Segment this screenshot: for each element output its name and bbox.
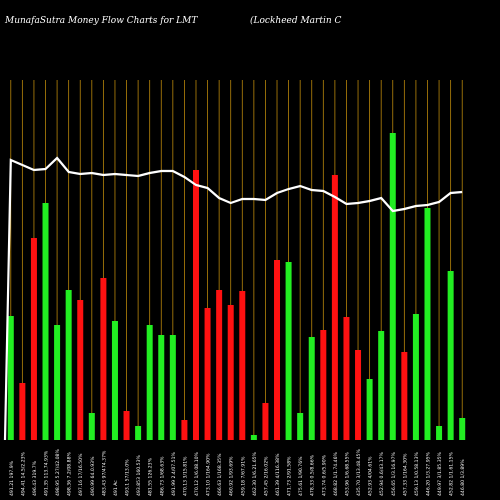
x-tick-label: 498.95 5.27/42.08%	[55, 449, 61, 496]
x-tick-label: 457.45 2/16.02%	[263, 456, 269, 496]
money-flow-bar	[401, 352, 408, 440]
x-tick-label: 446.20 1/3.27.95%	[425, 451, 431, 496]
money-flow-bar	[424, 208, 431, 440]
x-tick-label: 452.82 1/1.61.15%	[449, 451, 455, 496]
x-tick-label: 460.92 1/93.69%	[229, 456, 235, 496]
money-flow-bar	[204, 308, 211, 440]
money-flow-bar	[135, 426, 142, 440]
money-flow-bar	[308, 337, 315, 440]
x-tick-label: 449.97 3/1.85.35%	[437, 451, 443, 496]
money-flow-bar	[65, 290, 72, 440]
x-tick-label: 478.33 0.5/8.66%	[310, 454, 316, 496]
x-tick-label: 456.65 1/3.16.97%	[391, 451, 397, 496]
x-tick-label: 493.853 160.53%	[136, 454, 142, 496]
x-tick-label: 462.30 1/6.21.65%	[252, 451, 258, 496]
x-tick-label: 494.41 14.5/2.23%	[20, 451, 26, 496]
money-flow-bar	[169, 335, 176, 440]
money-flow-bar	[274, 260, 281, 440]
money-flow-bar	[216, 290, 223, 440]
x-tick-label: 491 Ac	[113, 480, 119, 496]
money-flow-bar	[297, 413, 304, 440]
x-tick-label: 491.35 113.74.93%	[44, 450, 50, 496]
money-flow-bar	[389, 133, 396, 440]
money-flow-bar	[436, 426, 443, 440]
x-tick-label: 483.43 97/474.37%	[101, 450, 107, 496]
money-flow-bar	[181, 420, 188, 440]
x-tick-label: 475.61 1/90.76%	[298, 456, 304, 496]
money-flow-bar	[412, 314, 419, 440]
x-tick-label: 491.21 197.9%	[9, 460, 15, 496]
money-flow-bar	[331, 175, 338, 440]
x-tick-label: 470.12 1/6.08.10%	[194, 451, 200, 496]
x-tick-label: 491.99 2.4/07.51%	[171, 451, 177, 496]
x-tick-label: 452.94 0.6/43.17%	[379, 451, 385, 496]
money-flow-bar	[30, 238, 37, 440]
money-flow-bar	[378, 331, 385, 440]
money-flow-bar	[7, 316, 14, 440]
x-tick-label: 470.13 3/15.81%	[182, 456, 188, 496]
x-tick-label: 435.70 3/13.48.45%	[356, 449, 362, 496]
x-tick-label: 468.82 1/1.74.46%	[333, 451, 339, 496]
x-tick-label: 481.55 126.23%	[148, 457, 154, 496]
x-tick-label: 497.16 17/16.50%	[78, 453, 84, 496]
money-flow-bar	[250, 435, 257, 440]
company-name: (Lockheed Martin C	[250, 16, 342, 26]
money-flow-bar	[123, 411, 130, 440]
x-tick-label: 459.18 7/67.91%	[240, 456, 246, 496]
x-tick-label: 473.74 0.6/5.90%	[321, 454, 327, 496]
money-flow-bar	[320, 330, 327, 440]
money-flow-bar	[88, 413, 95, 440]
x-tick-label: 496.43 319.7%	[32, 460, 38, 496]
money-flow-bar	[42, 203, 49, 440]
x-tick-label: 486.73 1/68.63%	[159, 456, 165, 496]
money-flow-bar	[158, 335, 165, 440]
money-flow-bar	[366, 379, 373, 440]
money-flow-bar	[227, 305, 234, 440]
x-tick-label: 490.99 64.0.93%	[90, 456, 96, 496]
money-flow-bar	[459, 418, 466, 440]
x-tick-label: 498.36 7.2/08.88%	[67, 451, 73, 496]
money-flow-bar	[285, 262, 292, 440]
money-flow-bar	[355, 350, 362, 440]
x-tick-label: 473.10 1/164.90%	[206, 453, 212, 496]
x-tick-label: 457.33 1/164.30%	[402, 453, 408, 496]
x-tick-label: 453.96 1/6.68.55%	[344, 451, 350, 496]
money-flow-bar	[146, 325, 153, 440]
x-tick-label: 452.93 4/04.61%	[368, 456, 374, 496]
x-tick-label: 493.1 57/13.0%	[125, 459, 131, 496]
chart-title: MunafaSutra Money Flow Charts for LMT	[5, 16, 198, 26]
money-flow-bar	[239, 291, 246, 440]
money-flow-bar	[262, 403, 269, 440]
money-flow-bars	[7, 133, 466, 440]
money-flow-bar	[54, 325, 61, 440]
money-flow-bar	[343, 317, 350, 440]
money-flow-bar	[111, 321, 118, 440]
money-flow-bar	[192, 170, 199, 440]
x-tick-label: 446.80 1/3.89%	[460, 459, 466, 496]
money-flow-bar	[77, 300, 84, 440]
x-tick-label: 466.63 1/168.35%	[217, 453, 223, 496]
x-tick-label: 461.39 4/116.38%	[275, 453, 281, 496]
x-tick-label: 471.73 2/91.58%	[287, 456, 293, 496]
money-flow-bar	[447, 271, 454, 440]
money-flow-bar	[19, 383, 26, 440]
price-line	[3, 156, 463, 441]
x-tick-labels: 491.21 197.9% 494.41 14.5/2.23% 496.43 319…	[9, 449, 466, 496]
x-tick-label: 459.13 1/0.58.13%	[414, 451, 420, 496]
money-flow-bar	[100, 278, 107, 440]
